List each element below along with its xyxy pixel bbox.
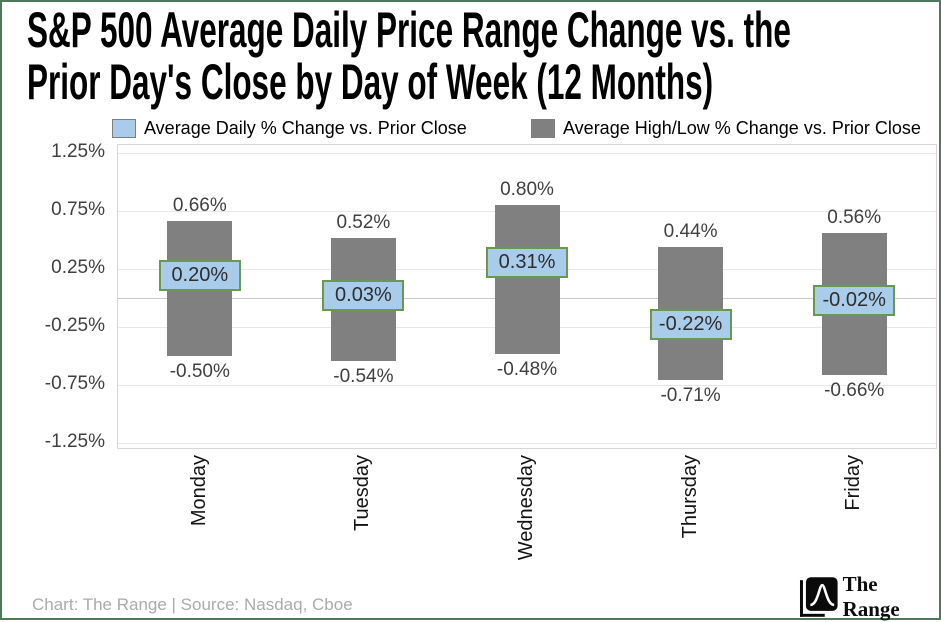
the-range-logo-icon [799,577,838,617]
x-label-monday: Monday [187,455,210,527]
legend-label-avg-daily: Average Daily % Change vs. Prior Close [144,118,467,138]
chart-title: S&P 500 Average Daily Price Range Change… [27,4,791,108]
avg-label-thursday: -0.22% [649,308,732,340]
source-note: Chart: The Range | Source: Nasdaq, Cboe [32,595,353,614]
plot-area: 0.66% -0.50% 0.20% 0.52% -0.54% 0.03% 0.80% -0.… [117,144,937,449]
chart-title-line1: S&P 500 Average Daily Price Range Change… [27,2,791,58]
low-label-monday: -0.50% [169,361,230,382]
chart-title-line2: Prior Day's Close by Day of Week (12 Mon… [27,54,714,110]
avg-label-tuesday: 0.03% [322,279,405,311]
x-label-thursday: Thursday [678,455,701,539]
y-tick-label: -0.25% [44,315,105,336]
gridline [118,443,936,444]
x-label-wednesday: Wednesday [515,455,537,561]
high-label-friday: 0.56% [827,207,882,229]
low-label-wednesday: -0.48% [496,358,558,380]
high-label-wednesday: 0.80% [500,179,554,201]
logo: The Range [799,572,939,622]
y-tick-label: -0.75% [44,373,105,394]
avg-label-friday: -0.02% [813,285,896,317]
low-label-thursday: -0.71% [660,385,721,407]
low-label-tuesday: -0.54% [333,365,394,387]
legend-label-high-low: Average High/Low % Change vs. Prior Clos… [563,118,921,138]
gridline [118,153,936,154]
legend-item-high-low: Average High/Low % Change vs. Prior Clos… [531,118,921,139]
y-tick-label: 1.25% [51,141,105,162]
avg-label-wednesday: 0.31% [486,247,568,279]
legend-swatch-blue [112,119,136,138]
low-label-friday: -0.66% [824,379,885,401]
range-bar-wednesday [494,205,560,354]
high-label-tuesday: 0.52% [336,211,391,233]
y-tick-label: 0.25% [51,257,105,278]
y-tick-label: 0.75% [51,199,105,220]
high-label-thursday: 0.44% [663,220,718,242]
y-tick-label: -1.25% [44,431,105,452]
avg-label-monday: 0.20% [158,259,241,291]
legend-swatch-gray [531,119,555,138]
x-label-friday: Friday [842,455,865,511]
high-label-monday: 0.66% [172,195,227,217]
logo-text: The Range [842,572,900,621]
gridline [118,385,936,386]
x-label-tuesday: Tuesday [351,455,374,531]
legend-item-avg-daily: Average Daily % Change vs. Prior Close [112,118,467,139]
